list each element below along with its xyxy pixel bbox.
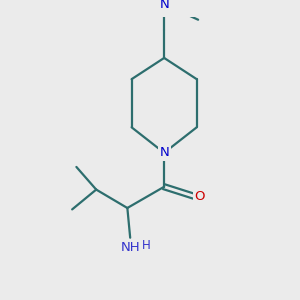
- Text: N: N: [159, 146, 169, 159]
- Text: NH: NH: [120, 241, 140, 254]
- Text: N: N: [159, 0, 169, 11]
- Text: O: O: [194, 190, 205, 203]
- Text: H: H: [141, 239, 150, 252]
